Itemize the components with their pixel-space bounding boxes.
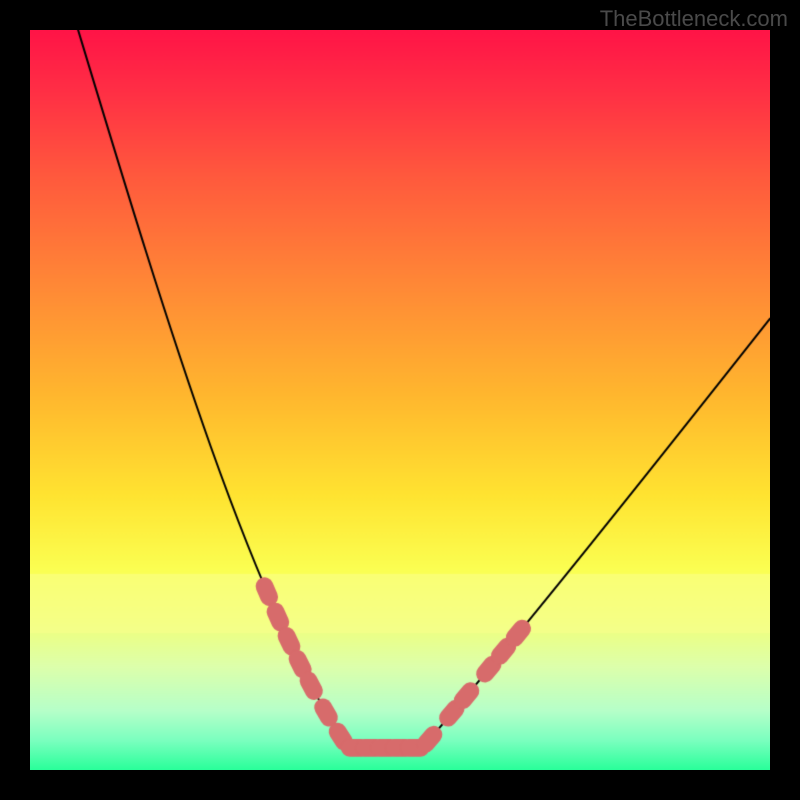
v-curve-chart (30, 30, 770, 770)
watermark-text: TheBottleneck.com (600, 6, 788, 32)
chart-root: TheBottleneck.com (0, 0, 800, 800)
plot-frame (30, 30, 770, 770)
